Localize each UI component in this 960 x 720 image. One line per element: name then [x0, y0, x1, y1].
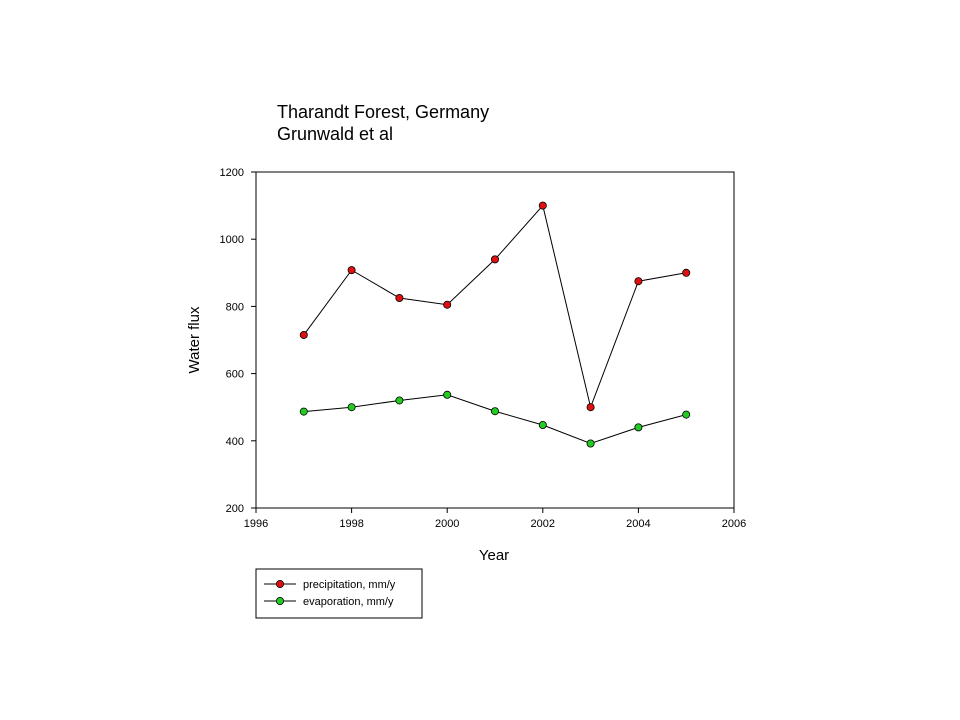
series-layer [299, 201, 691, 448]
precipitation-point [586, 403, 595, 412]
precipitation-point [299, 330, 308, 339]
evaporation-point [395, 396, 404, 405]
y-tick-label: 600 [226, 369, 244, 381]
chart-title-line-2: Grunwald et al [277, 124, 394, 144]
x-tick-label: 2006 [722, 518, 746, 530]
chart-title-line-1: Tharandt Forest, Germany [277, 102, 490, 122]
legend-box [255, 568, 423, 619]
precipitation-point [490, 255, 499, 264]
y-tick-label: 1200 [220, 167, 244, 179]
evaporation-point [538, 421, 547, 430]
evaporation-point [299, 407, 308, 416]
y-axis-label: Water flux [186, 306, 203, 373]
precipitation-point [395, 293, 404, 302]
precipitation-point [682, 268, 691, 277]
legend-precipitation-marker [275, 580, 284, 589]
evaporation-point [586, 439, 595, 448]
x-tick-label: 2002 [531, 518, 555, 530]
legend-precipitation-label: precipitation, mm/y [303, 579, 396, 591]
x-tick-label: 2004 [626, 518, 650, 530]
precipitation-point [538, 201, 547, 210]
legend: precipitation, mm/y evaporation, mm/y [255, 568, 423, 619]
precipitation-point [634, 277, 643, 286]
y-axis: 200 400 600 800 1000 1200 [220, 167, 256, 515]
evaporation-point [490, 407, 499, 416]
evaporation-point [443, 390, 452, 399]
x-axis: 1996 1998 2000 2002 2004 2006 [244, 508, 746, 530]
evaporation-series-line [303, 394, 687, 445]
x-tick-label: 1998 [339, 518, 363, 530]
x-tick-label: 2000 [435, 518, 459, 530]
evaporation-point [347, 403, 356, 412]
x-axis-label: Year [479, 547, 509, 564]
precipitation-point [347, 266, 356, 275]
y-tick-label: 800 [226, 301, 244, 313]
y-tick-label: 400 [226, 436, 244, 448]
y-tick-label: 1000 [220, 234, 244, 246]
x-tick-label: 1996 [244, 518, 268, 530]
evaporation-point [682, 410, 691, 419]
y-tick-label: 200 [226, 503, 244, 515]
precipitation-point [443, 300, 452, 309]
legend-evaporation-label: evaporation, mm/y [303, 596, 394, 608]
plot-area-frame [255, 171, 735, 509]
precipitation-series-line [303, 204, 687, 409]
legend-evaporation-marker [275, 597, 284, 606]
evaporation-point [634, 423, 643, 432]
